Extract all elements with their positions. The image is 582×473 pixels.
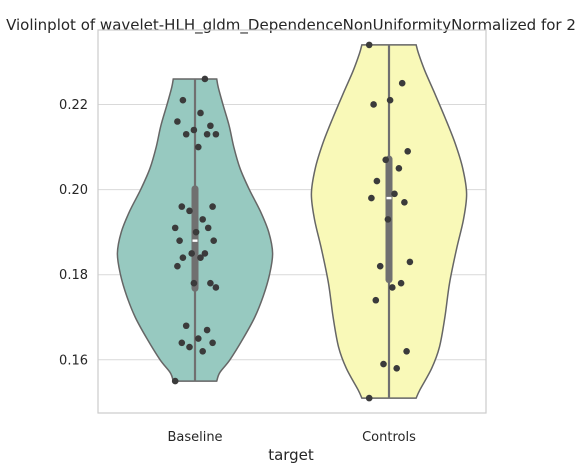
y-tick-label: 0.20 <box>59 183 88 198</box>
data-point <box>171 377 179 385</box>
data-point <box>171 224 179 232</box>
data-point <box>203 130 211 138</box>
data-point <box>201 250 209 257</box>
data-point <box>199 347 206 355</box>
data-point <box>195 335 202 342</box>
data-point <box>197 254 204 261</box>
data-point <box>201 75 209 83</box>
data-point <box>209 203 216 210</box>
data-point <box>397 279 405 287</box>
data-point <box>204 224 212 232</box>
data-point <box>393 365 401 372</box>
data-point <box>373 177 381 185</box>
data-point <box>370 101 377 108</box>
data-point <box>389 284 396 291</box>
data-point <box>186 207 193 215</box>
data-point <box>209 339 216 347</box>
iqr-box <box>191 185 199 292</box>
data-point <box>176 237 183 244</box>
data-point <box>404 147 412 155</box>
data-point <box>401 199 408 206</box>
y-tick-labels: 0.16 0.18 0.20 0.22 <box>59 98 88 368</box>
data-point <box>376 262 384 270</box>
data-point <box>188 250 195 257</box>
violins <box>116 44 468 399</box>
data-point <box>174 262 181 270</box>
data-point <box>406 258 414 266</box>
data-point <box>395 165 403 172</box>
data-point <box>190 279 198 287</box>
data-point <box>195 143 202 151</box>
data-point <box>182 322 190 330</box>
data-point <box>391 190 398 198</box>
data-point <box>365 41 373 49</box>
data-point <box>372 296 380 304</box>
x-tick-labels: Baseline Controls <box>167 430 416 445</box>
plot-frame <box>97 29 487 414</box>
x-axis-label: target <box>268 446 314 464</box>
x-tick-label: Controls <box>362 430 416 445</box>
y-tick-label: 0.18 <box>59 268 88 283</box>
data-point <box>398 79 406 87</box>
data-point <box>384 216 392 223</box>
data-point <box>192 228 200 236</box>
data-point <box>212 284 220 291</box>
data-point <box>386 96 394 104</box>
data-point <box>380 360 387 368</box>
data-point <box>382 156 390 164</box>
data-point <box>403 347 410 355</box>
data-point <box>190 126 198 134</box>
data-point <box>182 130 190 138</box>
data-point <box>199 216 206 223</box>
data-point <box>368 194 375 202</box>
data-point <box>210 237 217 244</box>
chart-title: Violinplot of wavelet-HLH_gldm_Dependenc… <box>6 16 576 35</box>
data-point <box>365 394 373 402</box>
data-point <box>207 279 214 287</box>
data-point <box>207 122 214 130</box>
data-point <box>178 339 186 347</box>
data-point <box>179 96 187 104</box>
data-point <box>174 118 181 125</box>
y-tick-label: 0.22 <box>59 98 88 113</box>
data-point <box>179 254 187 261</box>
data-point <box>186 343 193 351</box>
data-point <box>212 130 220 138</box>
data-point <box>178 203 186 210</box>
median-marker <box>192 239 198 242</box>
y-tick-label: 0.16 <box>59 353 88 368</box>
data-point <box>197 109 204 117</box>
x-tick-label: Baseline <box>167 430 222 445</box>
strip-points <box>171 41 414 402</box>
data-point <box>203 326 211 334</box>
median-marker <box>386 196 392 200</box>
